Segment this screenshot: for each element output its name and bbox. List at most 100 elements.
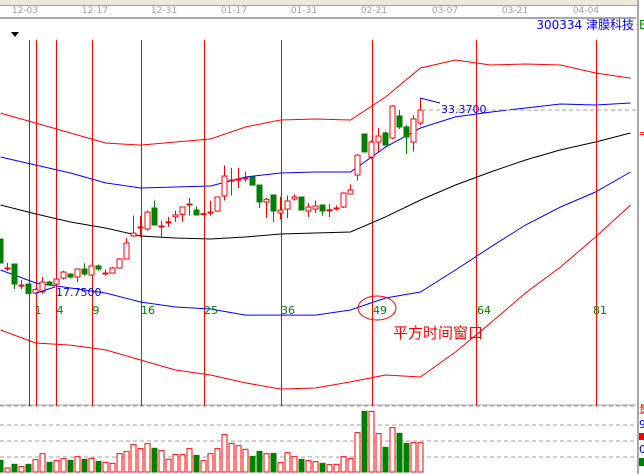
candle-body <box>109 267 116 274</box>
volume-bar <box>116 453 123 473</box>
candle <box>25 283 32 294</box>
volume-bar <box>214 448 221 473</box>
up-color-swatch <box>639 433 644 440</box>
candle-body <box>151 207 158 226</box>
volume-bar <box>340 456 347 473</box>
candle <box>172 210 179 222</box>
volume-9: 9 <box>639 418 644 431</box>
candle <box>130 215 137 237</box>
candle-body <box>340 192 347 208</box>
candle-body <box>256 184 263 203</box>
candle <box>193 206 200 216</box>
square-number-label: 16 <box>141 304 155 317</box>
candle-body <box>305 206 312 212</box>
volume-bar <box>165 458 172 473</box>
candle-body <box>354 154 361 176</box>
volume-bar <box>354 432 361 473</box>
candle <box>298 196 305 211</box>
candle-body <box>382 132 389 146</box>
volume-bar <box>382 446 389 473</box>
candle <box>88 265 95 276</box>
square-number-label: 49 <box>373 304 387 317</box>
date-label: 03-21 <box>501 6 529 16</box>
candle-body <box>74 268 81 278</box>
candle-body <box>46 281 53 286</box>
candle-body <box>221 175 228 197</box>
date-label: 12-17 <box>81 6 109 16</box>
volume-bar <box>144 443 151 473</box>
candle-body <box>193 209 200 216</box>
volume-bar <box>18 466 25 473</box>
volume-bar <box>95 460 102 473</box>
candle-body <box>0 238 4 264</box>
volume-bar <box>200 460 207 473</box>
volume-0: 0 <box>639 443 644 456</box>
candle-body <box>67 273 74 278</box>
dropdown-triangle-icon <box>11 32 19 37</box>
volume-bar <box>375 433 382 473</box>
highlight-circle <box>357 295 397 321</box>
volume-bar <box>0 459 4 473</box>
candle <box>151 200 158 226</box>
square-number-label: 1 <box>35 304 42 317</box>
candle-body <box>361 133 368 153</box>
candle <box>200 213 207 216</box>
volume-bar <box>123 451 130 473</box>
volume-bar <box>312 461 319 473</box>
candle <box>319 204 326 216</box>
candle-body <box>165 221 172 224</box>
candle <box>354 154 361 181</box>
candle <box>361 133 368 153</box>
candle-body <box>200 213 207 216</box>
volume-bar <box>368 410 375 473</box>
candle-body <box>4 267 11 270</box>
date-axis: 12-03 12-17 12-31 01-17 01-31 02-21 03-07 03-21… <box>0 6 636 19</box>
candle-body <box>312 205 319 210</box>
stock-code: 300334 <box>536 18 583 32</box>
candle-body <box>375 135 382 143</box>
volume-bar <box>25 463 32 473</box>
candle-body <box>242 177 249 180</box>
candle-body <box>172 214 179 218</box>
square-number-label: 64 <box>477 304 491 317</box>
candle-body <box>123 242 130 260</box>
volume-bar <box>46 461 53 473</box>
square-number-label: 9 <box>93 304 100 317</box>
volume-bar <box>389 427 396 473</box>
candle-body <box>291 196 298 200</box>
volume-bar <box>102 461 109 473</box>
candle-body <box>144 211 151 230</box>
volume-bar <box>305 460 312 473</box>
candle <box>249 176 256 186</box>
candle-body <box>270 194 277 212</box>
volume-bar <box>88 457 95 473</box>
date-label: 12-31 <box>150 6 178 16</box>
candle <box>375 127 382 152</box>
stock-name: 津膜科技 <box>585 18 634 32</box>
volume-bar <box>81 458 88 473</box>
stock-title: 300334 津膜科技 <box>536 18 634 32</box>
volume-bar <box>151 447 158 473</box>
volume-bar <box>403 442 410 473</box>
band-lower-inner <box>0 171 631 316</box>
candle <box>116 258 123 269</box>
volume-bar <box>179 454 186 473</box>
volume-bar <box>319 462 326 473</box>
volume-bar <box>263 453 270 473</box>
candle-body <box>214 196 221 212</box>
candle-body <box>39 281 46 293</box>
volume-bar <box>417 442 424 473</box>
volume-bar <box>137 448 144 473</box>
candle <box>74 268 81 283</box>
down-color-swatch <box>639 458 644 466</box>
candle-body <box>298 196 305 211</box>
candle-body <box>368 141 375 158</box>
volume-bar <box>228 442 235 473</box>
candle-body <box>102 272 109 275</box>
candle-body <box>95 265 102 270</box>
time-window-label: 平方时间窗口 <box>393 324 483 342</box>
candle <box>389 105 396 140</box>
candle-body <box>116 258 123 269</box>
volume-bar <box>347 458 354 473</box>
